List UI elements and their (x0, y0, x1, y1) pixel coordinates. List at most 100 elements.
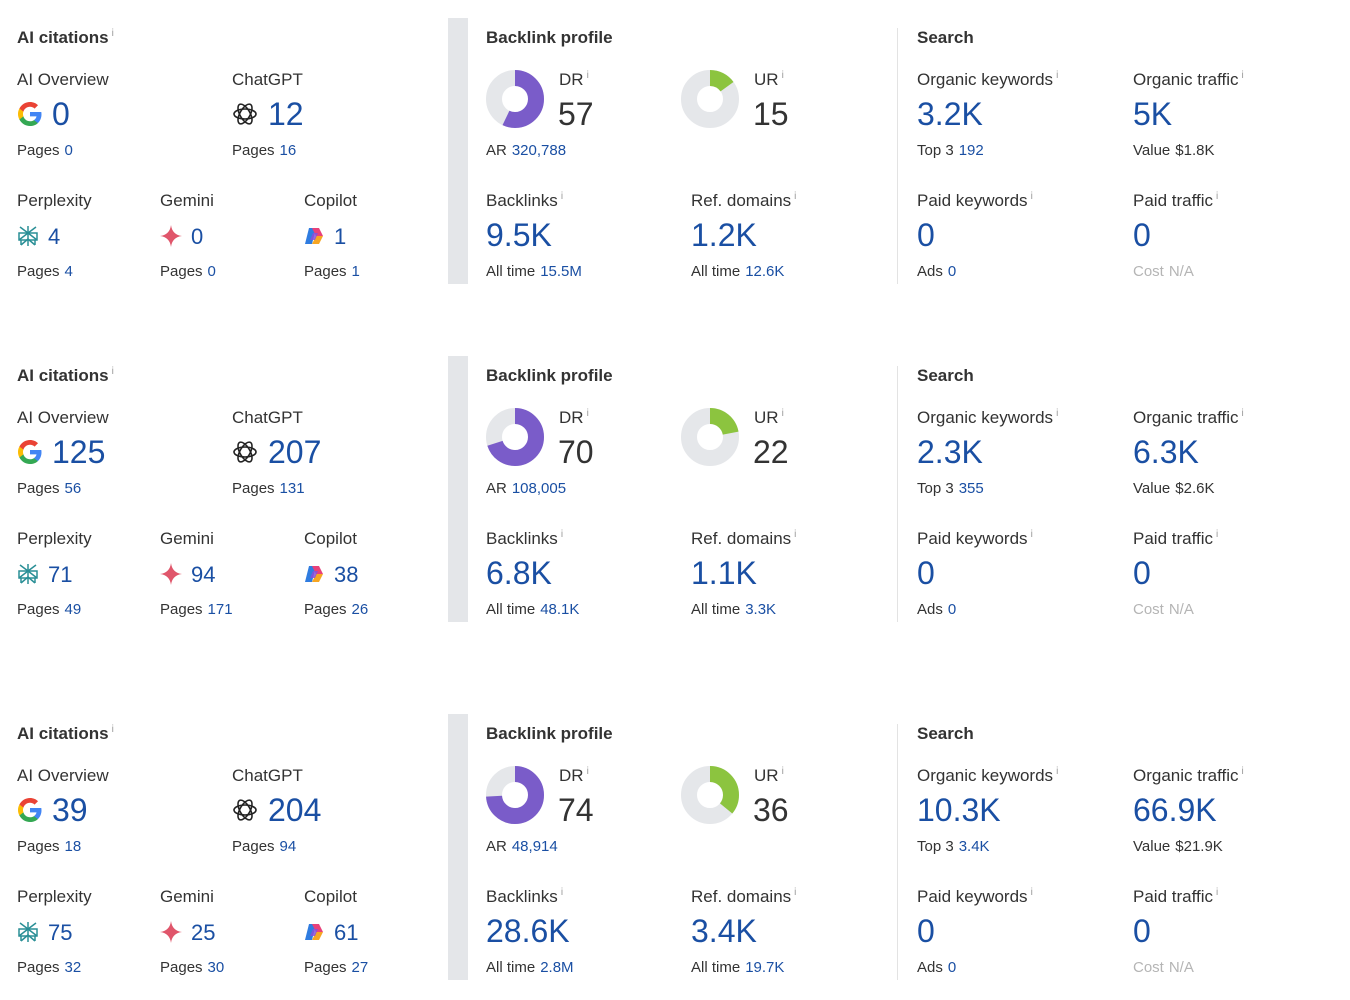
backlinks-value[interactable]: 6.8K (486, 555, 552, 591)
chatgpt-value[interactable]: 207 (268, 434, 322, 470)
info-icon[interactable]: i (1056, 70, 1059, 82)
info-icon[interactable]: i (586, 70, 589, 82)
info-icon[interactable]: i (781, 70, 784, 82)
backlinks-value[interactable]: 9.5K (486, 217, 552, 253)
pages-value[interactable]: 18 (64, 838, 82, 855)
pages-value[interactable]: 0 (207, 263, 216, 280)
ai-overview-value[interactable]: 39 (52, 792, 88, 828)
paid-keywords-value[interactable]: 0 (917, 217, 935, 253)
chatgpt-icon (233, 441, 257, 463)
chatgpt-label: ChatGPT (232, 766, 303, 785)
pages-value[interactable]: 1 (351, 263, 360, 280)
gemini-star-icon (160, 921, 182, 943)
organic-traffic-value[interactable]: 66.9K (1133, 792, 1217, 828)
info-icon[interactable]: i (560, 529, 564, 541)
info-icon[interactable]: i (1056, 766, 1059, 778)
top3-value[interactable]: 355 (958, 480, 984, 497)
pages-value[interactable]: 131 (279, 480, 305, 497)
paid-traffic-value[interactable]: 0 (1133, 913, 1151, 949)
pages-value[interactable]: 56 (64, 480, 82, 497)
info-icon[interactable]: i (1056, 408, 1059, 420)
info-icon[interactable]: i (586, 766, 589, 778)
ads-value[interactable]: 0 (947, 263, 957, 280)
info-icon[interactable]: i (1216, 887, 1219, 899)
organic-traffic-value[interactable]: 6.3K (1133, 434, 1199, 470)
pages-value[interactable]: 0 (64, 142, 73, 159)
all-time-value[interactable]: 2.8M (540, 959, 574, 976)
pages-value[interactable]: 30 (207, 959, 225, 976)
ai-overview-value[interactable]: 125 (52, 434, 106, 470)
info-icon[interactable]: i (1241, 408, 1244, 420)
ur-label: UR i (754, 408, 784, 428)
pages-value[interactable]: 32 (64, 959, 82, 976)
ref-domains-value[interactable]: 3.4K (691, 913, 757, 949)
pages-value[interactable]: 26 (351, 601, 369, 618)
all-time-value[interactable]: 48.1K (540, 601, 580, 618)
ar-value[interactable]: 48,914 (511, 838, 558, 855)
ar-value[interactable]: 320,788 (511, 142, 567, 159)
info-icon[interactable]: i (781, 408, 784, 420)
ref-domains-label: Ref. domains i (691, 191, 796, 211)
pages-value[interactable]: 4 (64, 263, 73, 280)
all-time-value[interactable]: 12.6K (745, 263, 785, 280)
info-icon[interactable]: i (111, 724, 114, 736)
paid-keywords-value[interactable]: 0 (917, 555, 935, 591)
info-icon[interactable]: i (586, 408, 589, 420)
all-time-value[interactable]: 19.7K (745, 959, 785, 976)
gemini-value[interactable]: 94 (191, 562, 216, 587)
organic-traffic-label: Organic traffic i (1133, 70, 1244, 90)
paid-keywords-label: Paid keywords i (917, 887, 1033, 907)
info-icon[interactable]: i (1216, 529, 1219, 541)
copilot-value[interactable]: 1 (334, 224, 347, 249)
backlinks-value[interactable]: 28.6K (486, 913, 570, 949)
info-icon[interactable]: i (1030, 887, 1033, 899)
pages-value[interactable]: 171 (207, 601, 233, 618)
copilot-value[interactable]: 38 (334, 562, 359, 587)
info-icon[interactable]: i (560, 887, 564, 899)
info-icon[interactable]: i (794, 191, 797, 203)
info-icon[interactable]: i (781, 766, 784, 778)
pages-value[interactable]: 16 (279, 142, 297, 159)
organic-keywords-value[interactable]: 3.2K (917, 96, 983, 132)
info-icon[interactable]: i (111, 28, 114, 40)
copilot-value[interactable]: 61 (334, 920, 359, 945)
organic-traffic-value[interactable]: 5K (1133, 96, 1173, 132)
ref-domains-value[interactable]: 1.2K (691, 217, 757, 253)
ads-value[interactable]: 0 (947, 601, 957, 618)
info-icon[interactable]: i (1241, 70, 1244, 82)
ads-value[interactable]: 0 (947, 959, 957, 976)
all-time-label: All time (691, 959, 741, 976)
info-icon[interactable]: i (1216, 191, 1219, 203)
info-icon[interactable]: i (794, 529, 797, 541)
perplexity-value[interactable]: 4 (48, 224, 61, 249)
top3-value[interactable]: 192 (958, 142, 984, 159)
organic-keywords-value[interactable]: 2.3K (917, 434, 983, 470)
info-icon[interactable]: i (1030, 529, 1033, 541)
paid-traffic-value[interactable]: 0 (1133, 555, 1151, 591)
info-icon[interactable]: i (1241, 766, 1244, 778)
pages-value[interactable]: 27 (351, 959, 369, 976)
pages-value[interactable]: 94 (279, 838, 297, 855)
section-divider (448, 714, 468, 980)
gemini-value[interactable]: 25 (191, 920, 216, 945)
info-icon[interactable]: i (794, 887, 797, 899)
perplexity-icon (18, 564, 38, 584)
info-icon[interactable]: i (111, 366, 114, 378)
all-time-value[interactable]: 15.5M (540, 263, 582, 280)
ar-value[interactable]: 108,005 (511, 480, 567, 497)
info-icon[interactable]: i (560, 191, 564, 203)
info-icon[interactable]: i (1030, 191, 1033, 203)
paid-traffic-value[interactable]: 0 (1133, 217, 1151, 253)
top3-value[interactable]: 3.4K (958, 838, 990, 855)
paid-keywords-value[interactable]: 0 (917, 913, 935, 949)
chatgpt-value[interactable]: 12 (268, 96, 304, 132)
ai-overview-value[interactable]: 0 (52, 96, 70, 132)
gemini-value[interactable]: 0 (191, 224, 204, 249)
all-time-value[interactable]: 3.3K (745, 601, 777, 618)
perplexity-value[interactable]: 71 (48, 562, 73, 587)
perplexity-value[interactable]: 75 (48, 920, 73, 945)
chatgpt-value[interactable]: 204 (268, 792, 322, 828)
pages-value[interactable]: 49 (64, 601, 82, 618)
organic-keywords-value[interactable]: 10.3K (917, 792, 1001, 828)
ref-domains-value[interactable]: 1.1K (691, 555, 757, 591)
